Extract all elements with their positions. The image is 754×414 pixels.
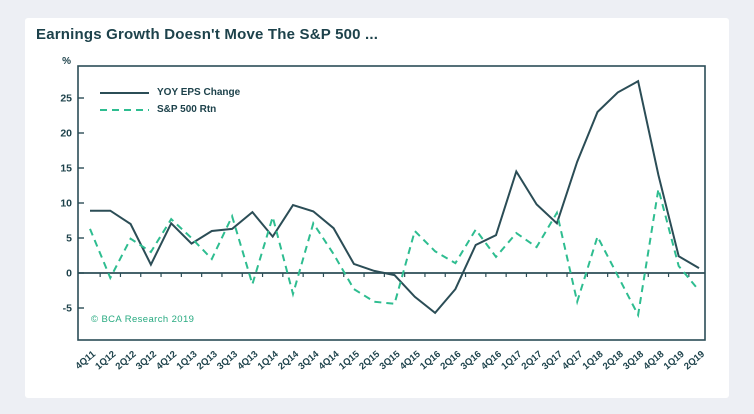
chart-legend: YOY EPS Change S&P 500 Rtn [100,84,240,118]
spx-line [89,188,700,319]
x-tick-label: 2Q14 [276,348,301,372]
x-tick-label: 2Q15 [357,348,382,372]
y-tick-label: 10 [60,198,72,210]
x-tick-label: 4Q16 [479,349,504,372]
x-tick-label: 1Q13 [175,349,200,372]
x-tick-label: 3Q12 [134,349,159,372]
chart-title: Earnings Growth Doesn't Move The S&P 500… [36,26,379,43]
x-tick-label: 1Q19 [662,349,687,372]
x-tick-label: 2Q19 [682,349,707,372]
x-tick-label: 3Q15 [378,348,403,372]
x-tick-label: 1Q12 [93,349,118,372]
x-tick-label: 1Q18 [581,349,606,372]
x-tick-label: 4Q17 [560,349,585,372]
x-tick-label: 3Q17 [540,349,565,372]
spx-line-swatch-icon [100,108,149,111]
x-tick-label: 2Q18 [601,349,626,372]
eps-line-swatch-icon [100,91,149,94]
legend-eps-label: YOY EPS Change [157,87,241,98]
y-axis-unit-label: % [62,56,71,67]
legend-item-eps: YOY EPS Change [100,84,240,101]
x-tick-label: 2Q17 [520,349,545,372]
x-tick-label: 4Q12 [154,349,179,372]
eps-line [90,79,700,315]
x-tick-label: 1Q14 [256,348,281,372]
x-tick-label: 1Q17 [499,349,524,372]
x-tick-label: 4Q11 [73,348,98,371]
y-tick-label: 0 [66,268,72,280]
y-tick-label: 5 [66,233,72,245]
x-tick-label: 2Q16 [438,349,463,372]
legend-spx-label: S&P 500 Rtn [157,104,217,115]
x-tick-label: 1Q15 [337,348,362,372]
x-tick-label: 3Q14 [296,348,321,372]
copyright-note: © BCA Research 2019 [91,314,195,325]
x-tick-label: 3Q18 [621,349,646,372]
y-tick-label: 15 [60,163,72,175]
x-tick-label: 2Q13 [195,349,220,372]
x-tick-label: 2Q12 [114,349,139,372]
y-tick-label: 20 [60,128,72,140]
x-tick-label: 4Q15 [398,348,423,372]
x-tick-label: 4Q18 [641,349,666,372]
x-tick-label: 4Q13 [235,349,260,372]
x-tick-label: 3Q16 [459,349,484,372]
x-tick-label: 1Q16 [418,349,443,372]
x-tick-label: 3Q13 [215,349,240,372]
y-tick-label: -5 [63,303,72,315]
legend-item-spx: S&P 500 Rtn [100,101,240,118]
chart-card [25,18,729,398]
y-tick-label: 25 [60,93,72,105]
x-tick-label: 4Q14 [317,348,342,372]
